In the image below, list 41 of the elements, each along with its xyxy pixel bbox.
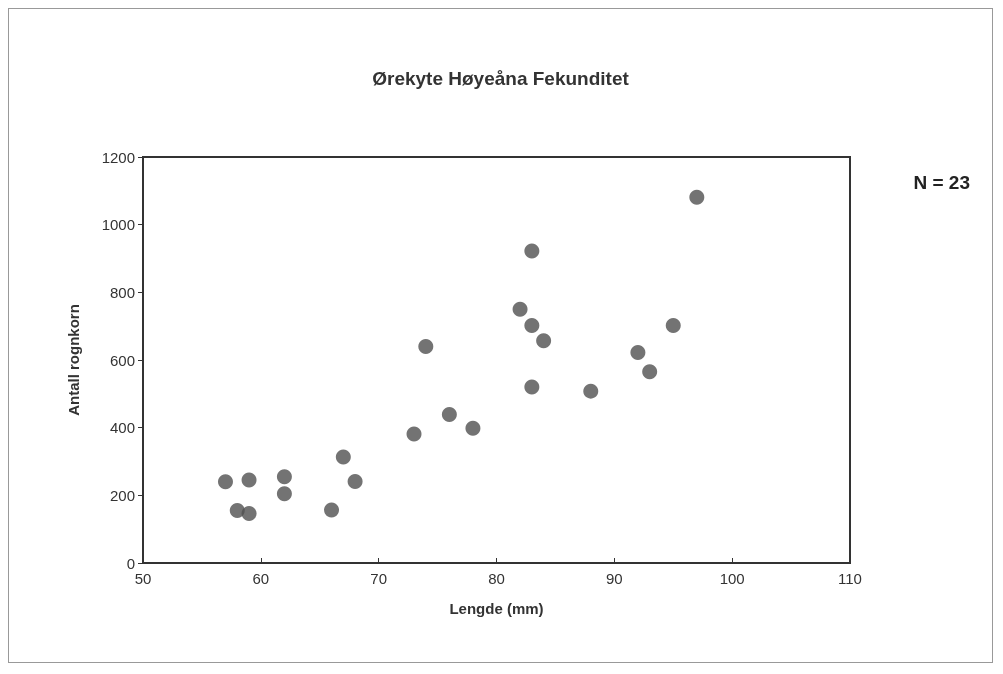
point (512, 301, 528, 317)
x-tick-label: 70 (370, 570, 388, 587)
y-tick-label: 1200 (101, 148, 135, 166)
y-tick-label: 0 (126, 554, 135, 572)
x-tick-label: 110 (838, 570, 862, 587)
y-tick-label: 400 (109, 419, 135, 437)
point (418, 338, 434, 354)
point (441, 406, 457, 422)
point (465, 420, 481, 436)
x-tick-label: 50 (134, 570, 152, 587)
point (583, 383, 599, 399)
y-axis-title: Antall rognkorn (65, 304, 82, 416)
point (241, 506, 257, 522)
x-tick-label: 90 (605, 570, 623, 587)
x-tick-label: 100 (719, 570, 745, 587)
point (276, 486, 292, 502)
y-tick-label: 200 (109, 486, 135, 504)
x-tick-label: 60 (252, 570, 270, 587)
point (524, 317, 540, 333)
point (218, 474, 233, 490)
point (524, 379, 540, 395)
chart-title: Ørekyte Høyeåna Fekunditet (372, 68, 630, 89)
y-tick-label: 600 (109, 351, 135, 369)
point (229, 503, 245, 519)
y-tick-label: 800 (109, 283, 135, 301)
x-tick-label: 80 (488, 570, 505, 587)
point (335, 449, 351, 465)
point (630, 345, 646, 361)
point (689, 189, 705, 205)
point (665, 317, 681, 333)
x-axis-title: Lengde (mm) (449, 600, 544, 617)
point (276, 469, 292, 485)
text: N = 23 (913, 172, 971, 193)
point (524, 243, 540, 259)
point (406, 426, 422, 442)
point (642, 364, 658, 380)
point (536, 333, 552, 349)
point (324, 502, 340, 518)
point (241, 472, 257, 488)
point (347, 473, 363, 489)
y-tick-label: 1000 (101, 216, 135, 234)
